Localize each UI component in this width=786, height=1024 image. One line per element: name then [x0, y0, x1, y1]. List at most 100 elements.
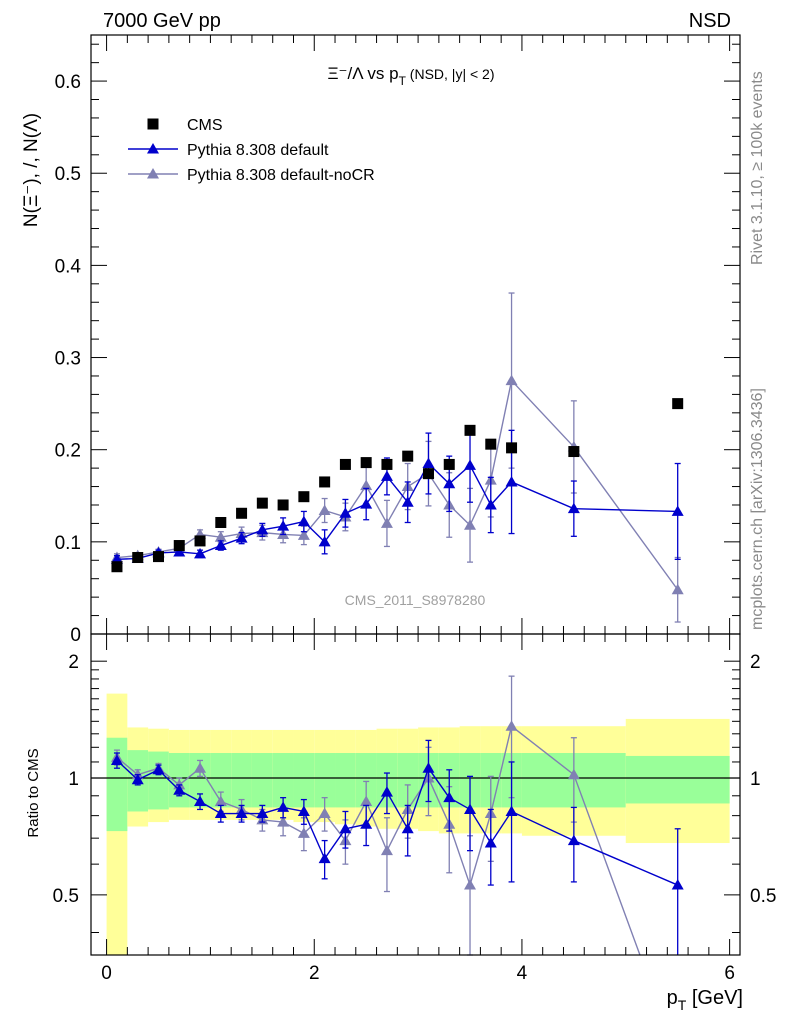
- pythia-default-point: [277, 520, 290, 531]
- ratio-pythia-nocr-line: [448, 824, 471, 886]
- ratio-pythia-nocr-line: [199, 767, 222, 802]
- ratio-pythia-default-line: [469, 809, 492, 844]
- ratio-pythia-nocr-line: [386, 809, 409, 851]
- main-plot-title: Ξ⁻/Λ vs pT (NSD, |y| < 2): [328, 64, 495, 88]
- pythia-nocr-point: [464, 519, 477, 530]
- ratio-pythia-default-line: [386, 791, 409, 830]
- inner-uncertainty-band: [251, 753, 273, 808]
- main-y-tick-label: 0.4: [55, 256, 82, 277]
- ratio-pythia-default-point: [339, 822, 352, 834]
- cms-point: [256, 497, 268, 509]
- pythia-default-point: [297, 515, 310, 527]
- ratio-pythia-nocr-point: [567, 768, 580, 780]
- ratio-pythia-default-point: [173, 784, 186, 795]
- x-axis-label-main: p: [667, 987, 678, 1009]
- cms-point: [568, 446, 580, 458]
- analysis-id-label: CMS_2011_S8978280: [345, 592, 486, 608]
- pythia-default-point: [380, 470, 393, 481]
- x-tick-label: 0: [101, 963, 112, 984]
- ratio-pythia-default-point: [152, 763, 165, 775]
- cms-point: [298, 491, 310, 503]
- main-y-tick-label: 0.2: [55, 441, 81, 462]
- ratio-pythia-nocr-point: [318, 807, 331, 819]
- legend-series-marker: [147, 143, 159, 154]
- cms-point: [111, 561, 123, 573]
- x-tick-label: 4: [517, 963, 528, 984]
- ratio-pythia-nocr-line: [407, 777, 430, 810]
- cms-point: [672, 398, 684, 410]
- pythia-default-point: [422, 457, 435, 469]
- pythia-nocr-line: [490, 380, 513, 481]
- pythia-default-point: [256, 523, 269, 535]
- header-collision-label: 7000 GeV pp: [103, 10, 221, 32]
- x-tick-label: 2: [309, 963, 320, 984]
- pythia-default-point: [464, 459, 477, 470]
- ratio-pythia-default-point: [505, 805, 518, 816]
- cms-point: [194, 535, 206, 547]
- ratio-pythia-default-point: [422, 762, 435, 773]
- inner-uncertainty-band: [189, 753, 211, 808]
- ratio-y-tick-label-left: 2: [68, 652, 79, 673]
- ratio-pythia-nocr-point: [360, 795, 373, 807]
- ratio-pythia-default-line: [427, 767, 450, 799]
- cms-point: [339, 458, 351, 470]
- x-axis-label-tail: [GeV]: [686, 987, 743, 1009]
- pythia-default-point: [173, 545, 186, 557]
- ratio-pythia-default-point: [567, 834, 580, 846]
- ratio-plot-panel: 0.5 0.5 1 1 2 2 0 2 4 6 Ratio to CMS pT [GeV]: [25, 633, 776, 1013]
- ratio-pythia-nocr-point: [505, 720, 518, 731]
- inner-uncertainty-band: [335, 753, 356, 808]
- legend: CMS Pythia 8.308 default Pythia 8.308 defa…: [128, 117, 375, 184]
- main-plot-title-main: Ξ⁻/Λ vs p: [328, 64, 399, 83]
- ratio-pythia-default-point: [214, 807, 227, 819]
- pythia-nocr-point: [297, 529, 310, 540]
- ratio-y-tick-label-left: 0.5: [53, 886, 79, 907]
- main-y-tick-label: 0.3: [55, 349, 81, 370]
- ratio-pythia-nocr-line: [490, 726, 513, 814]
- ratio-pythia-default-point: [401, 822, 414, 834]
- ratio-pythia-default-point: [464, 803, 477, 814]
- main-y-tick-label: 0.5: [55, 164, 81, 185]
- mcplots-watermark: mcplots.cern.ch [arXiv:1306.3436]: [749, 388, 766, 630]
- cms-point: [277, 499, 289, 511]
- ratio-plot-frame: [90, 633, 741, 956]
- cms-point: [132, 552, 144, 564]
- x-tick-label: 6: [724, 963, 735, 984]
- pythia-default-line: [469, 465, 492, 506]
- x-axis-label-subscript: T: [678, 997, 687, 1013]
- ratio-pythia-default-point: [256, 807, 269, 819]
- ratio-pythia-nocr-point: [277, 816, 290, 827]
- ratio-uncertainty-bands: [106, 693, 730, 955]
- cms-point: [360, 457, 372, 469]
- main-y-axis-label: N(Ξ⁻), /, N(Λ): [21, 113, 42, 227]
- cms-point: [402, 450, 414, 462]
- inner-uncertainty-band: [355, 753, 377, 808]
- ratio-pythia-nocr-point: [297, 827, 310, 838]
- cms-point: [215, 516, 227, 528]
- pythia-default-point: [671, 505, 684, 516]
- ratio-pythia-default-point: [235, 807, 248, 819]
- ratio-y-tick-label-right: 2: [750, 652, 761, 673]
- ratio-pythia-nocr-point: [214, 795, 227, 807]
- rivet-watermark: Rivet 3.1.10, ≥ 100k events: [749, 71, 766, 265]
- ratio-pythia-default-line: [407, 767, 430, 830]
- ratio-pythia-nocr-line: [344, 801, 367, 841]
- ratio-pythia-default-point: [277, 801, 290, 812]
- pythia-default-point: [339, 507, 352, 518]
- inner-uncertainty-band: [293, 753, 315, 808]
- main-y-tick-label: 0.6: [55, 72, 81, 93]
- ratio-pythia-default-point: [671, 879, 684, 890]
- ratio-y-axis-label: Ratio to CMS: [25, 748, 42, 837]
- inner-uncertainty-band: [272, 753, 294, 808]
- legend-label: Pythia 8.308 default-noCR: [187, 167, 375, 184]
- pythia-nocr-point: [671, 583, 684, 595]
- main-y-tick-label: 0: [70, 625, 81, 646]
- pythia-nocr-line: [469, 479, 492, 526]
- main-plot-title-subscript: T: [399, 74, 407, 88]
- cms-point: [485, 438, 497, 450]
- ratio-pythia-default-line: [490, 811, 513, 844]
- ratio-pythia-nocr-line: [511, 725, 575, 776]
- pythia-default-point: [567, 502, 580, 514]
- ratio-y-tick-label-right: 1: [750, 769, 761, 790]
